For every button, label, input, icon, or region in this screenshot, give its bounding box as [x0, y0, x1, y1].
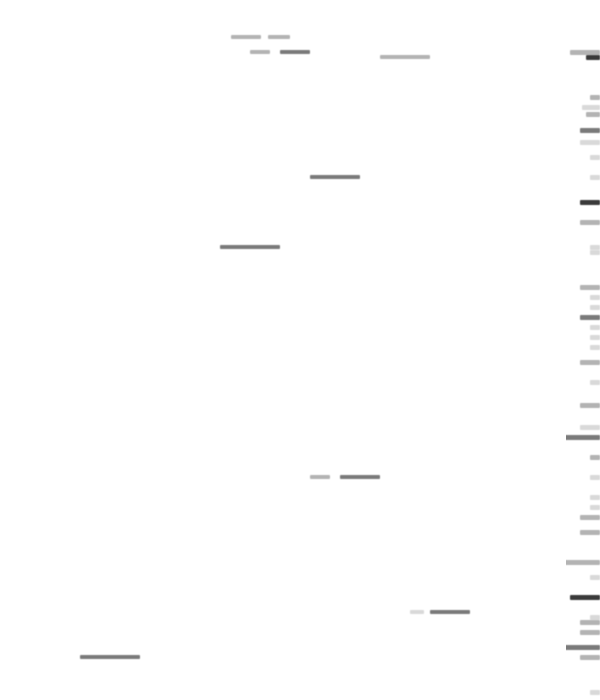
right-edge-strip — [566, 0, 600, 700]
strip-mark — [590, 690, 600, 695]
strip-mark — [580, 315, 600, 320]
blur-fragment — [231, 35, 261, 39]
strip-mark — [590, 475, 600, 480]
strip-mark — [586, 55, 600, 60]
strip-mark — [570, 50, 600, 55]
strip-mark — [590, 175, 600, 180]
strip-mark — [566, 560, 600, 565]
blur-fragment — [310, 175, 360, 179]
strip-mark — [580, 620, 600, 625]
strip-mark — [580, 530, 600, 535]
strip-mark — [590, 345, 600, 350]
blur-fragment — [380, 55, 430, 59]
strip-mark — [580, 140, 600, 145]
strip-mark — [570, 595, 600, 600]
blur-fragment — [280, 50, 310, 54]
strip-mark — [580, 128, 600, 133]
strip-mark — [580, 630, 600, 635]
blur-fragment — [310, 475, 330, 479]
blur-fragment — [268, 35, 290, 39]
strip-mark — [580, 425, 600, 430]
blur-fragment — [430, 610, 470, 614]
strip-mark — [590, 380, 600, 385]
strip-mark — [590, 245, 600, 250]
strip-mark — [590, 335, 600, 340]
strip-mark — [580, 360, 600, 365]
strip-mark — [590, 155, 600, 160]
strip-mark — [566, 645, 600, 650]
strip-mark — [580, 200, 600, 205]
strip-mark — [590, 95, 600, 100]
strip-mark — [580, 655, 600, 660]
strip-mark — [590, 455, 600, 460]
strip-mark — [590, 250, 600, 255]
blur-fragment — [250, 50, 270, 54]
strip-mark — [590, 295, 600, 300]
blur-fragment — [410, 610, 424, 614]
blur-fragment — [340, 475, 380, 479]
strip-mark — [590, 615, 600, 620]
blur-fragment — [80, 655, 140, 659]
strip-mark — [590, 505, 600, 510]
strip-mark — [582, 105, 600, 110]
strip-mark — [566, 435, 600, 440]
strip-mark — [590, 575, 600, 580]
strip-mark — [580, 220, 600, 225]
strip-mark — [580, 403, 600, 408]
strip-mark — [590, 305, 600, 310]
strip-mark — [580, 285, 600, 290]
strip-mark — [580, 515, 600, 520]
blur-fragment — [220, 245, 280, 249]
strip-mark — [586, 112, 600, 117]
strip-mark — [590, 495, 600, 500]
strip-mark — [590, 325, 600, 330]
